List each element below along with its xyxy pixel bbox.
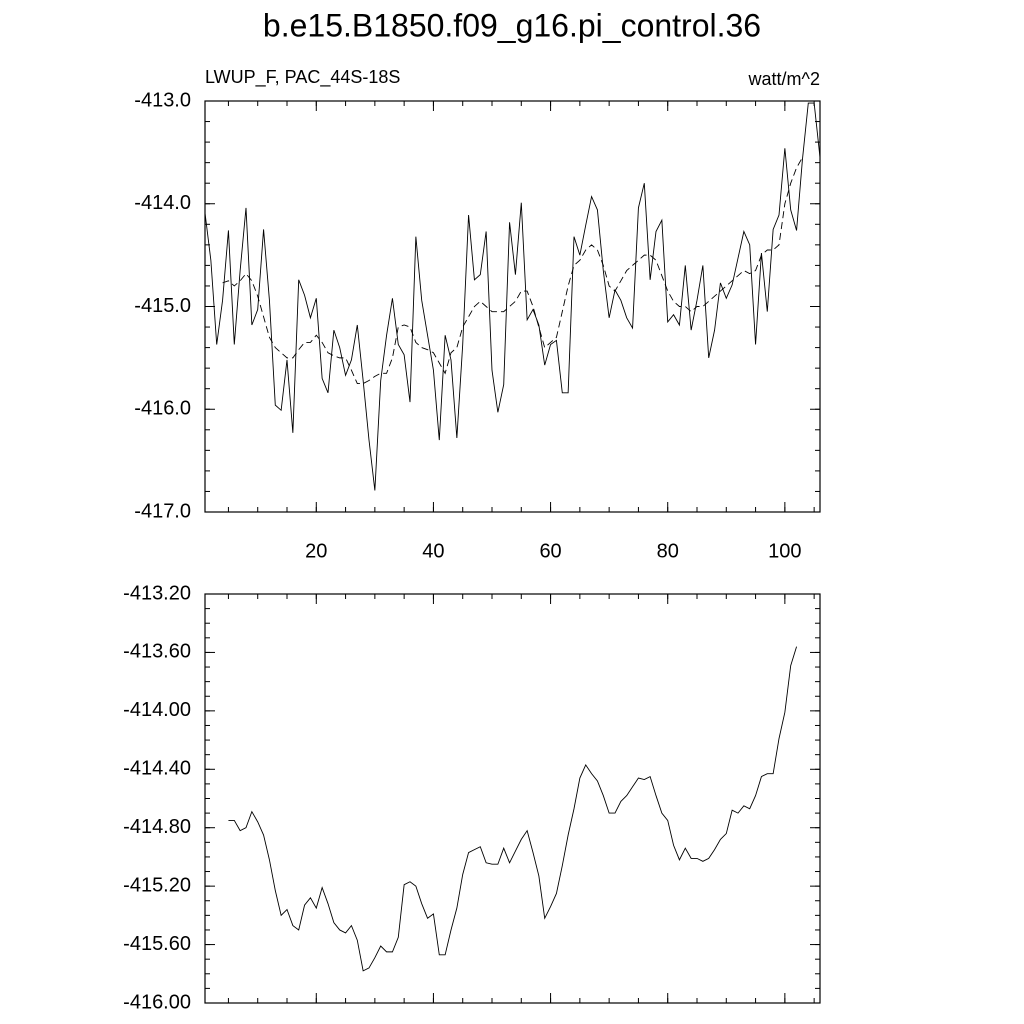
x-tick-label: 80 — [657, 540, 679, 562]
y-tick-label: -416.0 — [134, 398, 191, 420]
x-tick-label: 20 — [305, 540, 327, 562]
units-label: watt/m^2 — [748, 69, 820, 89]
y-tick-label: -414.40 — [123, 758, 191, 780]
x-tick-label: 60 — [539, 540, 561, 562]
y-tick-label: -414.00 — [123, 699, 191, 721]
y-tick-label: -417.0 — [134, 500, 191, 522]
data-line — [204, 102, 821, 491]
y-tick-label: -413.0 — [134, 89, 191, 111]
y-tick-label: -413.60 — [123, 641, 191, 663]
y-tick-label: -414.80 — [123, 816, 191, 838]
x-tick-label: 100 — [768, 540, 801, 562]
y-tick-label: -415.20 — [123, 874, 191, 896]
data-line — [222, 157, 803, 385]
y-tick-label: -415.0 — [134, 295, 191, 317]
y-tick-label: -414.0 — [134, 192, 191, 214]
y-tick-label: -415.60 — [123, 933, 191, 955]
x-tick-label: 40 — [422, 540, 444, 562]
variable-label: LWUP_F, PAC_44S-18S — [205, 67, 400, 88]
chart-title: b.e15.B1850.f09_g16.pi_control.36 — [263, 7, 761, 43]
y-tick-label: -416.00 — [123, 991, 191, 1013]
data-line — [228, 646, 797, 972]
y-tick-label: -413.20 — [123, 582, 191, 604]
plot-frame — [204, 593, 821, 1004]
